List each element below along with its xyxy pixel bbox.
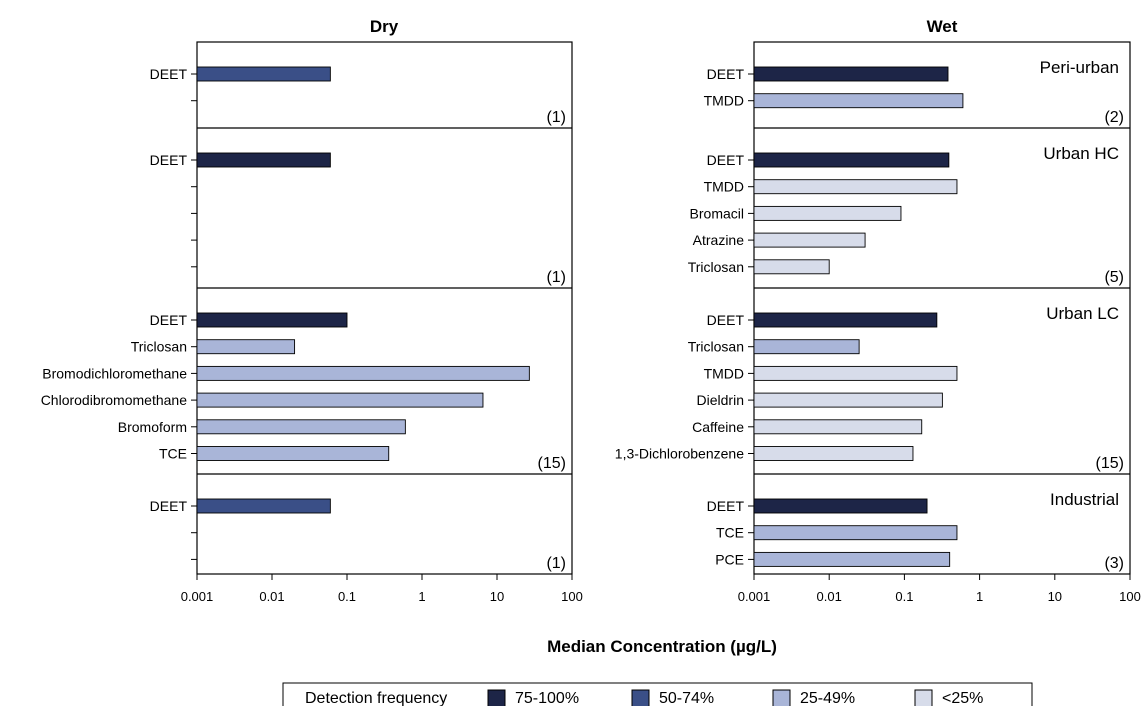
bar-triclosan <box>196 339 296 355</box>
bar-1-3-dichlorobenzene <box>753 446 914 461</box>
category-label: DEET <box>150 66 188 82</box>
x-tick-label: 1 <box>976 589 983 604</box>
category-label: Bromacil <box>690 205 744 221</box>
x-tick-label: 0.01 <box>259 589 284 604</box>
category-label: Caffeine <box>692 419 744 435</box>
chart-dry: Dry DEET (1) DEET (1) DEET Triclosan Bromodichl… <box>41 17 583 604</box>
bar-deet <box>753 312 938 328</box>
category-label: TCE <box>716 525 744 541</box>
panel-count: (15) <box>538 455 566 472</box>
x-tick-label: 0.01 <box>817 589 842 604</box>
x-tick-label: 1 <box>418 589 425 604</box>
bar-dieldrin <box>753 392 943 408</box>
panel-count: (2) <box>1104 109 1124 126</box>
category-label: DEET <box>707 66 745 82</box>
plot-frame <box>196 41 573 575</box>
charts-group: Dry DEET (1) DEET (1) DEET Triclosan Bromodichl… <box>41 17 1141 604</box>
bar-deet <box>196 312 348 328</box>
category-label: TMDD <box>704 93 744 109</box>
category-label: Bromoform <box>118 419 187 435</box>
legend-item-label: 50-74% <box>659 690 714 706</box>
category-label: Chlorodibromomethane <box>41 392 188 408</box>
bar-triclosan <box>753 339 860 355</box>
x-tick-label: 10 <box>490 589 504 604</box>
x-tick-label: 100 <box>1119 589 1141 604</box>
category-label: 1,3-Dichlorobenzene <box>615 446 744 462</box>
legend-item-label: 25-49% <box>800 690 855 706</box>
legend-item-label: <25% <box>942 690 983 706</box>
panel-count: (15) <box>1096 455 1124 472</box>
bar-deet <box>196 152 331 168</box>
category-label: TMDD <box>704 179 744 195</box>
panel-count: (1) <box>546 555 566 572</box>
category-label: PCE <box>715 551 744 567</box>
legend-title: Detection frequency <box>305 690 447 706</box>
panel-count: (1) <box>546 109 566 126</box>
panel-label: Urban LC <box>1046 304 1119 323</box>
bar-pce <box>753 551 951 567</box>
legend: Detection frequency 75-100% 50-74% 25-49% <… <box>282 682 1033 706</box>
plot-frame <box>753 41 1131 575</box>
panel-label: Urban HC <box>1043 144 1119 163</box>
x-tick-label: 100 <box>561 589 583 604</box>
bar-deet <box>753 498 928 514</box>
bar-bromodichloromethane <box>196 365 530 381</box>
legend-box <box>282 682 1033 706</box>
bar-deet <box>753 152 950 168</box>
chart-title: Dry <box>370 17 399 36</box>
category-label: Atrazine <box>693 232 745 248</box>
legend-item-label: 75-100% <box>515 690 579 706</box>
bar-bromoform <box>196 419 406 435</box>
category-label: DEET <box>150 312 188 328</box>
panel-label: Peri-urban <box>1040 58 1119 77</box>
bar-tmdd <box>753 179 958 195</box>
legend-swatch <box>631 689 650 706</box>
x-tick-label: 0.1 <box>338 589 356 604</box>
bar-atrazine <box>753 232 866 248</box>
bar-chlorodibromomethane <box>196 392 484 408</box>
category-label: DEET <box>707 312 745 328</box>
x-tick-label: 0.001 <box>738 589 771 604</box>
panel-count: (5) <box>1104 269 1124 286</box>
bar-deet <box>196 498 331 514</box>
category-label: Triclosan <box>688 339 744 355</box>
chart-title: Wet <box>927 17 958 36</box>
bar-deet <box>753 66 949 82</box>
chart-wet: Wet DEET TMDD Peri-urban (2) DEET TMDD Bromacil… <box>615 17 1141 604</box>
legend-swatch <box>772 689 791 706</box>
panel-count: (1) <box>546 269 566 286</box>
category-label: DEET <box>707 152 745 168</box>
bar-bromacil <box>753 205 902 221</box>
bar-caffeine <box>753 419 923 435</box>
panel-label: Industrial <box>1050 490 1119 509</box>
category-label: DEET <box>707 498 745 514</box>
category-label: Triclosan <box>131 339 187 355</box>
category-label: Triclosan <box>688 259 744 275</box>
category-label: TCE <box>159 446 187 462</box>
category-label: TMDD <box>704 365 744 381</box>
x-axis-label: Median Concentration (µg/L) <box>547 637 777 656</box>
x-tick-label: 0.001 <box>181 589 214 604</box>
category-label: Bromodichloromethane <box>42 365 187 381</box>
bar-triclosan <box>753 259 830 275</box>
x-tick-label: 10 <box>1048 589 1062 604</box>
bar-tce <box>753 525 958 541</box>
legend-swatch <box>914 689 933 706</box>
bar-deet <box>196 66 331 82</box>
x-tick-label: 0.1 <box>895 589 913 604</box>
category-label: DEET <box>150 498 188 514</box>
legend-swatch <box>487 689 506 706</box>
bar-tmdd <box>753 365 958 381</box>
category-label: Dieldrin <box>697 392 744 408</box>
panel-count: (3) <box>1104 555 1124 572</box>
bar-tmdd <box>753 93 964 109</box>
bar-tce <box>196 446 390 461</box>
category-label: DEET <box>150 152 188 168</box>
